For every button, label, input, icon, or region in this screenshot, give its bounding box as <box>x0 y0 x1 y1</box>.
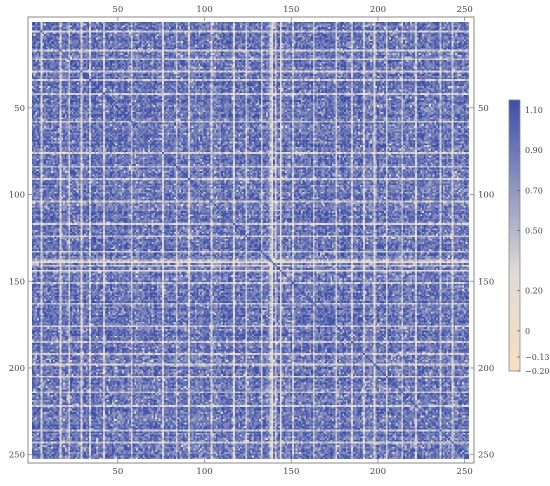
colorbar-ticks: 1.10 0.90 0.70 0.50 0.20 0 −0.13 −0.20 <box>517 106 550 376</box>
colorbar-tick-label: 1.10 <box>525 106 543 115</box>
y-tick-label-right: 100 <box>478 191 494 201</box>
x-tick-label-bottom: 150 <box>283 467 299 477</box>
colorbar-tick-label: −0.20 <box>525 367 550 376</box>
x-tick-label-bottom: 250 <box>457 467 473 477</box>
y-tick-label-left: 250 <box>9 451 25 461</box>
y-tick-label-right: 250 <box>478 451 494 461</box>
colorbar <box>508 99 521 372</box>
x-axis-top: 50 100 150 200 250 <box>112 5 473 21</box>
heatmap-cells <box>32 22 469 459</box>
y-tick-label-left: 100 <box>9 191 25 201</box>
x-tick-label-bottom: 100 <box>196 467 212 477</box>
y-tick-label-left: 200 <box>9 364 25 374</box>
y-tick-label-right: 50 <box>478 104 489 114</box>
y-axis-left: 50 100 150 200 250 <box>9 104 32 461</box>
colorbar-tick-label: −0.13 <box>525 353 550 362</box>
plot-frame <box>27 16 475 464</box>
x-tick-label-top: 50 <box>112 5 123 15</box>
y-tick-label-right: 200 <box>478 364 494 374</box>
y-tick-label-left: 150 <box>9 277 25 287</box>
x-tick-label-bottom: 200 <box>370 467 386 477</box>
x-axis-bottom: 50 100 150 200 250 <box>112 459 473 477</box>
y-axis-right: 50 100 150 200 250 <box>470 104 494 461</box>
colorbar-tick-label: 0.70 <box>525 186 543 195</box>
x-tick-label-bottom: 50 <box>112 467 123 477</box>
x-tick-label-top: 100 <box>196 5 212 15</box>
x-tick-label-top: 200 <box>370 5 386 15</box>
y-tick-label-left: 50 <box>14 104 25 114</box>
colorbar-tick-label: 0.20 <box>525 287 543 296</box>
colorbar-tick-label: 0.90 <box>525 146 543 155</box>
colorbar-tick-label: 0 <box>525 327 530 336</box>
x-tick-label-top: 250 <box>457 5 473 15</box>
y-tick-label-right: 150 <box>478 277 494 287</box>
colorbar-tick-label: 0.50 <box>525 226 543 235</box>
x-tick-label-top: 150 <box>283 5 299 15</box>
